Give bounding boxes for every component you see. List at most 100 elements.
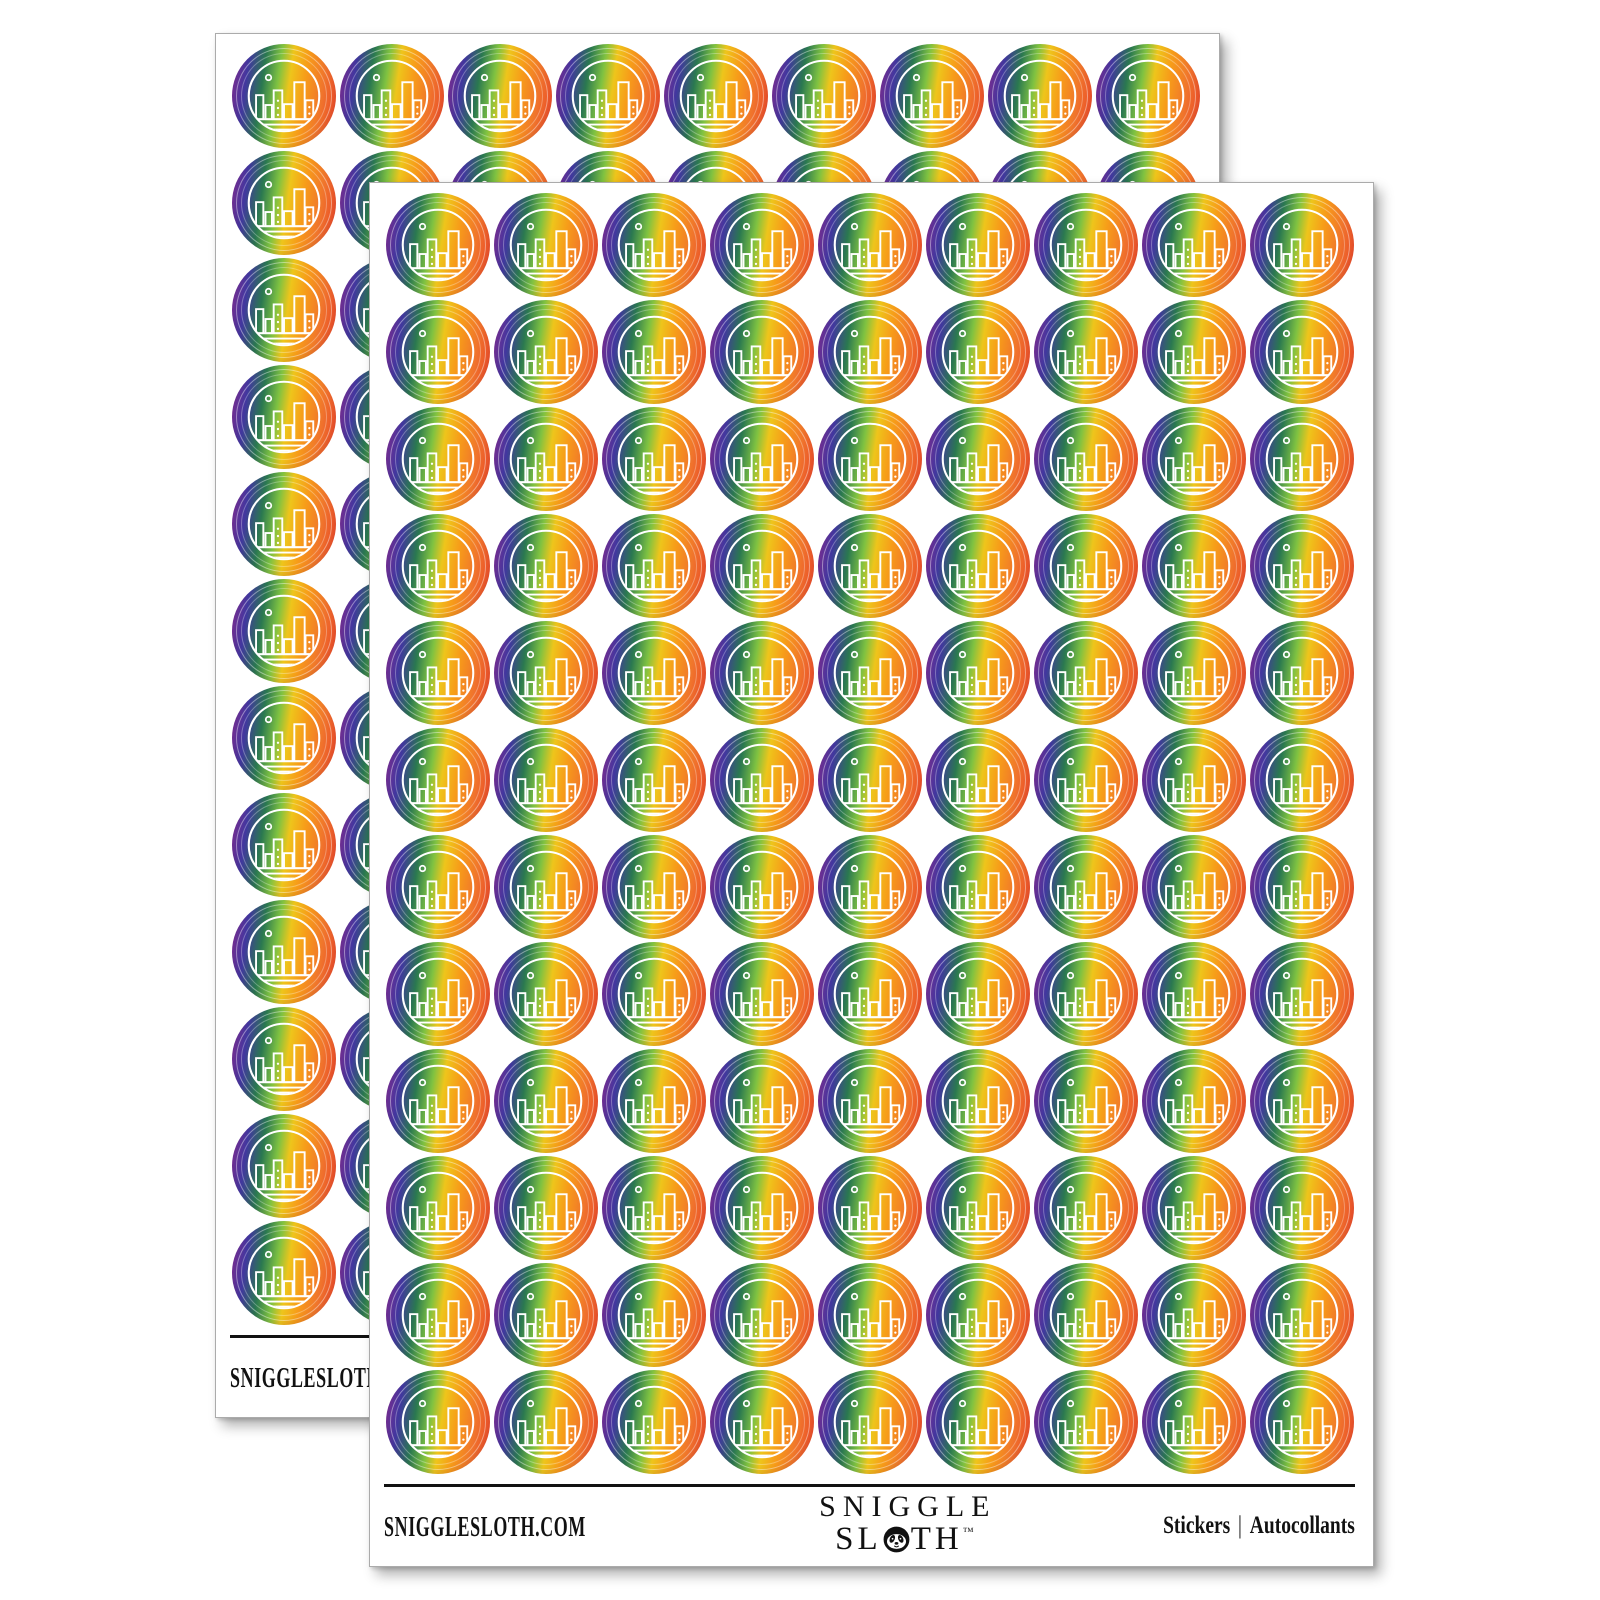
city-skyline-icon bbox=[719, 630, 805, 716]
city-skyline-icon bbox=[241, 909, 327, 995]
sticker bbox=[926, 835, 1030, 939]
city-skyline-icon bbox=[503, 1379, 589, 1465]
city-skyline-icon bbox=[1151, 202, 1237, 288]
city-skyline-icon bbox=[395, 523, 481, 609]
city-skyline-icon bbox=[241, 267, 327, 353]
city-skyline-icon bbox=[241, 160, 327, 246]
product-labels: Stickers |Autocollants bbox=[1163, 1512, 1355, 1540]
city-skyline-icon bbox=[719, 844, 805, 930]
city-skyline-icon bbox=[1259, 737, 1345, 823]
city-skyline-icon bbox=[503, 1165, 589, 1251]
sticker bbox=[818, 1049, 922, 1153]
city-skyline-icon bbox=[395, 1165, 481, 1251]
sticker bbox=[386, 407, 490, 511]
sticker bbox=[1034, 1263, 1138, 1367]
city-skyline-icon bbox=[1151, 309, 1237, 395]
sticker bbox=[232, 793, 336, 897]
sticker bbox=[1034, 728, 1138, 832]
sticker bbox=[818, 621, 922, 725]
sticker bbox=[386, 193, 490, 297]
sticker bbox=[386, 514, 490, 618]
city-skyline-icon bbox=[935, 523, 1021, 609]
city-skyline-icon bbox=[719, 416, 805, 502]
sticker bbox=[880, 44, 984, 148]
sticker bbox=[232, 365, 336, 469]
sticker bbox=[494, 407, 598, 511]
sticker bbox=[1142, 1370, 1246, 1474]
sticker bbox=[602, 407, 706, 511]
city-skyline-icon bbox=[1151, 630, 1237, 716]
sticker bbox=[988, 44, 1092, 148]
sticker bbox=[386, 1370, 490, 1474]
city-skyline-icon bbox=[827, 951, 913, 1037]
city-skyline-icon bbox=[1259, 416, 1345, 502]
city-skyline-icon bbox=[935, 630, 1021, 716]
sticker bbox=[818, 1263, 922, 1367]
sticker bbox=[1142, 1156, 1246, 1260]
city-skyline-icon bbox=[719, 1058, 805, 1144]
website-url: SNIGGLESLOTH.COM bbox=[384, 1512, 586, 1543]
city-skyline-icon bbox=[503, 844, 589, 930]
sticker bbox=[710, 942, 814, 1046]
city-skyline-icon bbox=[1151, 951, 1237, 1037]
city-skyline-icon bbox=[827, 202, 913, 288]
city-skyline-icon bbox=[395, 1272, 481, 1358]
city-skyline-icon bbox=[1043, 202, 1129, 288]
city-skyline-icon bbox=[395, 309, 481, 395]
city-skyline-icon bbox=[503, 309, 589, 395]
city-skyline-icon bbox=[611, 1165, 697, 1251]
city-skyline-icon bbox=[935, 1272, 1021, 1358]
city-skyline-icon bbox=[1259, 202, 1345, 288]
city-skyline-icon bbox=[1105, 53, 1191, 139]
city-skyline-icon bbox=[935, 1379, 1021, 1465]
city-skyline-icon bbox=[673, 53, 759, 139]
city-skyline-icon bbox=[611, 844, 697, 930]
sticker bbox=[926, 300, 1030, 404]
sticker bbox=[818, 300, 922, 404]
sticker-sheet-front: SNIGGLESLOTH.COM SNIGGLE SL TH™ Stickers |… bbox=[369, 182, 1374, 1567]
city-skyline-icon bbox=[241, 802, 327, 888]
sticker bbox=[232, 472, 336, 576]
sticker bbox=[926, 942, 1030, 1046]
city-skyline-icon bbox=[503, 416, 589, 502]
sticker bbox=[1250, 1049, 1354, 1153]
city-skyline-icon bbox=[611, 523, 697, 609]
city-skyline-icon bbox=[1043, 951, 1129, 1037]
sticker bbox=[664, 44, 768, 148]
city-skyline-icon bbox=[781, 53, 867, 139]
sticker bbox=[1250, 942, 1354, 1046]
sticker bbox=[926, 1370, 1030, 1474]
sticker bbox=[926, 1049, 1030, 1153]
sticker bbox=[232, 44, 336, 148]
sticker bbox=[1034, 1049, 1138, 1153]
city-skyline-icon bbox=[1259, 523, 1345, 609]
sticker bbox=[710, 835, 814, 939]
city-skyline-icon bbox=[827, 416, 913, 502]
sticker bbox=[386, 728, 490, 832]
city-skyline-icon bbox=[1259, 1379, 1345, 1465]
sticker bbox=[926, 1156, 1030, 1260]
sticker bbox=[494, 1049, 598, 1153]
sticker bbox=[710, 1049, 814, 1153]
sticker bbox=[710, 1263, 814, 1367]
city-skyline-icon bbox=[1043, 416, 1129, 502]
sticker bbox=[1034, 407, 1138, 511]
sticker bbox=[386, 300, 490, 404]
sticker bbox=[232, 1221, 336, 1325]
city-skyline-icon bbox=[935, 416, 1021, 502]
sticker bbox=[1142, 942, 1246, 1046]
city-skyline-icon bbox=[241, 588, 327, 674]
sticker bbox=[494, 728, 598, 832]
sticker bbox=[818, 514, 922, 618]
city-skyline-icon bbox=[611, 1272, 697, 1358]
city-skyline-icon bbox=[827, 1272, 913, 1358]
city-skyline-icon bbox=[1151, 1058, 1237, 1144]
sticker bbox=[494, 621, 598, 725]
city-skyline-icon bbox=[1043, 1379, 1129, 1465]
city-skyline-icon bbox=[935, 737, 1021, 823]
city-skyline-icon bbox=[457, 53, 543, 139]
sticker bbox=[818, 942, 922, 1046]
city-skyline-icon bbox=[1259, 630, 1345, 716]
sticker bbox=[1096, 44, 1200, 148]
city-skyline-icon bbox=[935, 951, 1021, 1037]
